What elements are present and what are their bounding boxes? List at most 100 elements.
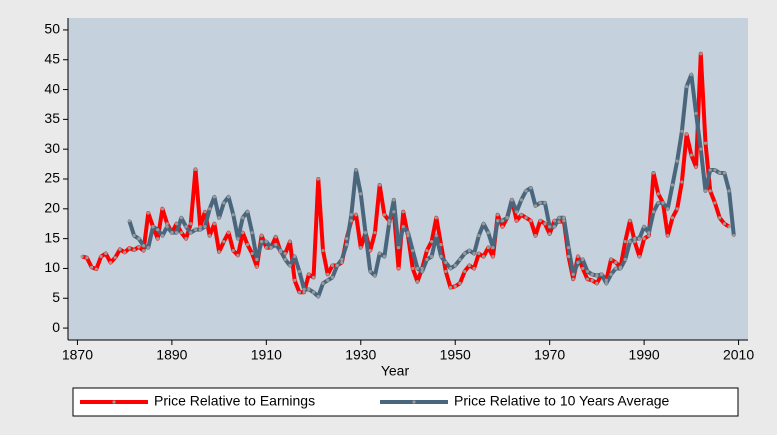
point-marker <box>651 171 656 175</box>
point-marker <box>113 256 117 260</box>
point-marker <box>146 245 150 250</box>
point-marker <box>288 263 292 268</box>
point-marker <box>392 198 396 202</box>
point-marker <box>637 254 641 259</box>
point-marker <box>703 141 708 145</box>
point-marker <box>628 240 632 244</box>
point-marker <box>189 222 193 226</box>
point-marker <box>141 248 146 253</box>
point-marker <box>141 244 146 248</box>
legend-marker <box>112 400 116 404</box>
point-marker <box>85 256 89 260</box>
point-marker <box>694 111 698 116</box>
point-marker <box>732 234 736 238</box>
y-tick-label: 45 <box>44 50 60 66</box>
point-marker <box>274 235 278 239</box>
point-marker <box>609 257 613 262</box>
point-marker <box>278 248 283 253</box>
point-marker <box>430 254 434 259</box>
point-marker <box>260 234 264 238</box>
point-marker <box>600 272 604 277</box>
point-marker <box>481 254 486 259</box>
x-tick-label: 1950 <box>440 347 471 363</box>
point-marker <box>491 245 495 250</box>
y-tick-label: 40 <box>44 80 60 96</box>
point-marker <box>179 216 183 220</box>
point-marker <box>675 159 679 163</box>
point-marker <box>642 225 646 229</box>
point-marker <box>703 189 708 193</box>
point-marker <box>94 267 98 271</box>
point-marker <box>453 263 457 268</box>
point-marker <box>387 222 391 226</box>
point-marker <box>373 231 377 235</box>
point-marker <box>434 234 438 238</box>
point-marker <box>104 251 108 256</box>
point-marker <box>368 248 372 253</box>
point-marker <box>458 281 462 285</box>
point-marker <box>378 183 382 187</box>
point-marker <box>425 248 429 253</box>
point-marker <box>326 272 330 277</box>
point-marker <box>359 245 363 250</box>
y-tick-label: 10 <box>44 259 60 275</box>
point-marker <box>477 251 481 256</box>
point-marker <box>330 275 335 279</box>
y-tick-label: 35 <box>44 110 60 126</box>
point-marker <box>609 272 613 277</box>
point-marker <box>576 260 580 265</box>
point-marker <box>477 234 481 238</box>
point-marker <box>529 219 533 223</box>
point-marker <box>264 240 268 244</box>
point-marker <box>623 257 627 262</box>
point-marker <box>392 210 396 214</box>
point-marker <box>420 266 424 271</box>
point-marker <box>647 231 651 235</box>
point-marker <box>496 213 500 217</box>
point-marker <box>557 216 561 220</box>
point-marker <box>255 257 259 262</box>
x-tick-label: 1910 <box>251 347 282 363</box>
point-marker <box>335 263 339 268</box>
point-marker <box>274 242 278 247</box>
point-marker <box>538 201 542 205</box>
point-marker <box>661 201 665 205</box>
point-marker <box>467 248 471 253</box>
point-marker <box>208 207 212 211</box>
point-marker <box>226 231 231 235</box>
point-marker <box>444 260 448 265</box>
point-marker <box>590 272 594 277</box>
point-marker <box>500 219 505 223</box>
y-tick-label: 25 <box>44 170 60 186</box>
point-marker <box>396 266 401 271</box>
point-marker <box>406 231 410 235</box>
point-marker <box>633 240 637 244</box>
point-marker <box>118 247 122 251</box>
point-marker <box>481 222 486 226</box>
point-marker <box>212 195 216 199</box>
point-marker <box>179 231 183 235</box>
point-marker <box>198 228 202 232</box>
point-marker <box>458 257 462 262</box>
point-marker <box>453 284 457 288</box>
point-marker <box>727 225 731 229</box>
point-marker <box>160 207 165 211</box>
x-tick-label: 1970 <box>534 347 565 363</box>
point-marker <box>614 266 618 271</box>
point-marker <box>463 251 467 256</box>
point-marker <box>193 167 198 172</box>
point-marker <box>193 228 198 232</box>
point-marker <box>533 234 538 238</box>
point-marker <box>557 220 561 224</box>
point-marker <box>486 231 490 235</box>
point-marker <box>156 228 160 232</box>
point-marker <box>354 213 358 217</box>
point-marker <box>552 219 556 223</box>
point-marker <box>543 201 547 205</box>
point-marker <box>175 231 179 235</box>
point-marker <box>548 232 552 236</box>
point-marker <box>226 195 231 199</box>
point-marker <box>529 186 533 190</box>
point-marker <box>439 254 443 259</box>
point-marker <box>184 237 188 241</box>
